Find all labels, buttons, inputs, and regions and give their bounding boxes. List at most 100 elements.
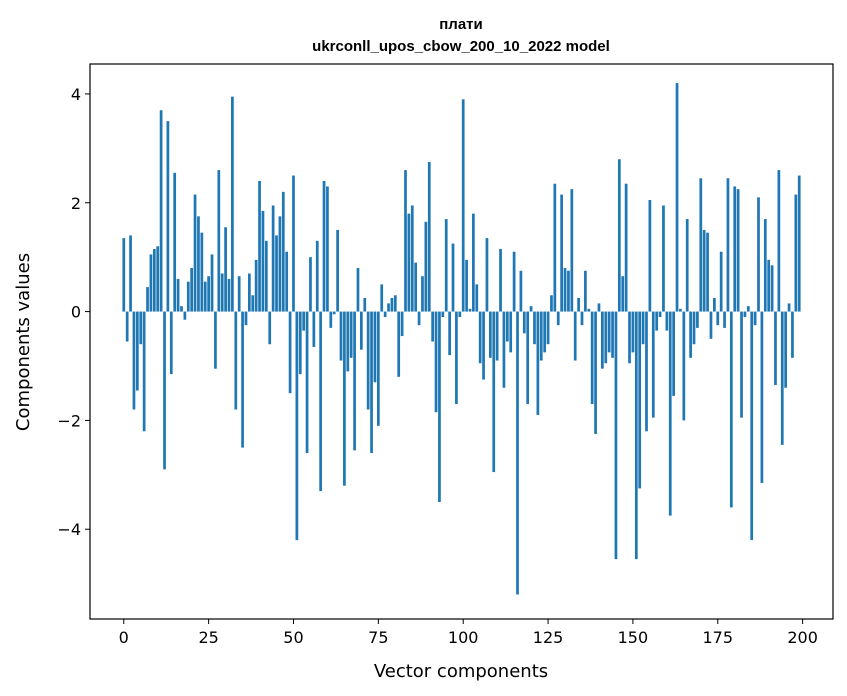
bar-71: [363, 297, 367, 312]
x-tick-label: 200: [787, 628, 818, 647]
bar-105: [478, 311, 482, 364]
bar-118: [522, 311, 526, 334]
bar-160: [665, 311, 669, 331]
bar-46: [278, 216, 282, 312]
x-tick-label: 100: [448, 628, 479, 647]
bar-88: [421, 276, 424, 312]
bar-30: [224, 227, 227, 312]
bar-34: [237, 276, 241, 312]
x-tick-label: 0: [119, 628, 129, 647]
x-tick-label: 75: [368, 628, 388, 647]
bar-63: [336, 229, 339, 312]
bar-197: [791, 311, 794, 358]
bar-28: [217, 170, 221, 312]
bar-108: [488, 311, 492, 358]
bar-84: [407, 213, 411, 312]
bar-41: [261, 210, 265, 312]
bar-19: [186, 281, 190, 312]
bar-106: [482, 311, 485, 380]
bar-52: [298, 311, 302, 375]
bar-195: [784, 311, 788, 388]
bar-14: [169, 311, 173, 375]
bar-115: [512, 251, 516, 312]
bar-138: [590, 311, 594, 405]
bar-159: [662, 205, 665, 312]
bar-49: [288, 311, 292, 394]
bar-98: [455, 311, 458, 405]
bar-20: [190, 268, 194, 312]
bar-42: [264, 240, 268, 312]
bar-114: [509, 311, 513, 353]
bar-153: [641, 311, 645, 345]
bar-139: [594, 311, 597, 434]
bar-100: [461, 99, 465, 312]
bar-149: [628, 311, 631, 364]
bar-116: [516, 311, 519, 595]
bar-173: [709, 311, 713, 339]
bar-45: [275, 235, 278, 312]
bar-11: [159, 110, 163, 312]
bar-35: [241, 311, 244, 448]
bar-43: [268, 311, 272, 345]
bar-141: [601, 311, 604, 369]
bar-50: [292, 175, 295, 312]
bar-24: [203, 281, 207, 312]
bar-75: [376, 311, 380, 426]
bar-2: [129, 235, 132, 312]
bar-146: [617, 159, 621, 312]
bar-64: [339, 311, 343, 361]
bar-176: [719, 251, 723, 312]
bar-199: [797, 175, 801, 312]
bar-133: [573, 311, 577, 361]
bar-25: [207, 276, 210, 312]
bar-95: [444, 219, 448, 312]
bar-101: [465, 259, 468, 312]
bar-23: [200, 232, 204, 312]
bar-167: [689, 311, 692, 358]
bar-157: [655, 311, 659, 331]
bar-104: [475, 284, 479, 312]
bar-82: [400, 311, 404, 337]
bar-117: [519, 270, 523, 312]
bar-185: [750, 311, 754, 541]
bar-161: [668, 311, 672, 516]
bar-61: [329, 311, 333, 328]
bar-166: [685, 219, 689, 312]
bar-147: [621, 276, 625, 312]
bar-125: [546, 311, 550, 345]
bar-135: [580, 311, 584, 326]
x-tick-label: 125: [533, 628, 564, 647]
bar-66: [346, 311, 350, 372]
bar-22: [197, 216, 200, 312]
bar-182: [740, 311, 743, 418]
bar-17: [180, 306, 183, 312]
bar-124: [543, 311, 547, 353]
chart-title: плати: [439, 16, 483, 33]
bar-144: [611, 311, 614, 358]
bar-143: [607, 311, 611, 353]
bar-130: [563, 268, 567, 312]
bar-87: [417, 311, 421, 326]
bar-97: [451, 243, 455, 312]
bar-156: [651, 311, 655, 418]
bar-3: [132, 311, 136, 410]
bar-12: [163, 311, 166, 470]
bar-81: [397, 311, 401, 377]
bar-77: [383, 311, 387, 318]
bar-5: [139, 311, 143, 345]
bar-103: [472, 213, 475, 312]
bar-68: [353, 311, 356, 451]
bar-193: [777, 170, 781, 312]
bar-48: [285, 251, 289, 312]
bar-109: [492, 311, 496, 473]
y-tick-label: 2: [71, 194, 81, 213]
bar-0: [122, 238, 126, 312]
bar-60: [326, 186, 329, 312]
bar-137: [587, 308, 591, 312]
bar-122: [536, 311, 540, 415]
bar-91: [431, 311, 435, 342]
y-axis-ticks: −4 −2 0 2 4: [57, 85, 90, 539]
bar-80: [393, 295, 397, 312]
bar-36: [244, 311, 248, 326]
bar-155: [648, 200, 652, 312]
